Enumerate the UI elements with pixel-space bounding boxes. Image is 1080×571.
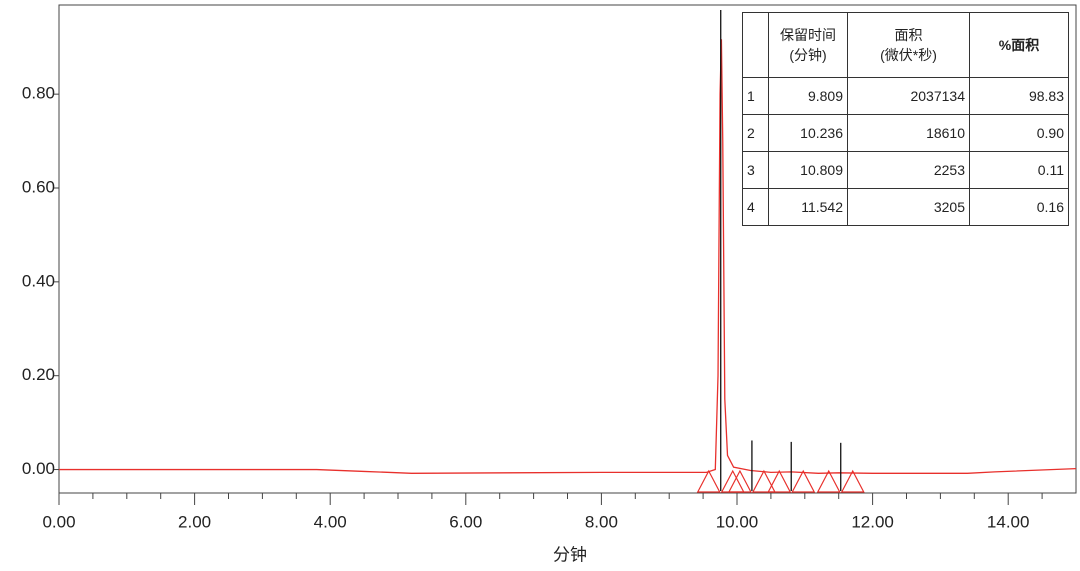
x-tick-label: 8.00 bbox=[585, 512, 618, 531]
header-cell bbox=[742, 12, 769, 78]
peak-boundary bbox=[720, 469, 745, 493]
x-tick-label: 4.00 bbox=[314, 512, 347, 531]
trace bbox=[59, 39, 1077, 474]
header-text: 面积 bbox=[894, 27, 923, 43]
header-cell: %面积 bbox=[969, 12, 1069, 78]
peak-boundary bbox=[791, 469, 816, 493]
y-tick-label: 0.20 bbox=[22, 365, 55, 384]
table-cell: 11.542 bbox=[768, 188, 848, 226]
peak-boundary bbox=[816, 469, 841, 493]
x-tick-label: 2.00 bbox=[178, 512, 211, 531]
peak-boundary bbox=[751, 469, 776, 493]
y-tick-label: 0.60 bbox=[22, 177, 55, 196]
table-cell: 10.809 bbox=[768, 151, 848, 189]
header-text: (分钟) bbox=[789, 47, 827, 63]
table-cell: 9.809 bbox=[768, 77, 848, 115]
x-tick-label: 10.00 bbox=[716, 512, 759, 531]
y-tick-label: 0.00 bbox=[22, 459, 55, 478]
table-cell: 2253 bbox=[847, 151, 970, 189]
table-cell: 3205 bbox=[847, 188, 970, 226]
table-cell: 4 bbox=[742, 188, 769, 226]
y-tick-label: 0.40 bbox=[22, 271, 55, 290]
x-tick-label: 14.00 bbox=[987, 512, 1030, 531]
table-cell: 3 bbox=[742, 151, 769, 189]
peak-boundary bbox=[727, 469, 752, 493]
table-cell: 0.16 bbox=[969, 188, 1069, 226]
table-cell: 0.11 bbox=[969, 151, 1069, 189]
header-text: %面积 bbox=[998, 37, 1040, 53]
header-cell: 面积 (微伏*秒) bbox=[847, 12, 970, 78]
table-cell: 2037134 bbox=[847, 77, 970, 115]
x-tick-label: 0.00 bbox=[42, 512, 75, 531]
peak-boundary bbox=[696, 469, 721, 493]
header-text: (微伏*秒) bbox=[880, 47, 937, 63]
table-cell: 10.236 bbox=[768, 114, 848, 152]
table-cell: 1 bbox=[742, 77, 769, 115]
table-cell: 2 bbox=[742, 114, 769, 152]
peak-boundary bbox=[840, 469, 865, 493]
peak-boundary bbox=[767, 469, 792, 493]
peak-table: 保留时间 (分钟) 面积 (微伏*秒) %面积 1 9.809 2037134 98.83… bbox=[742, 12, 1069, 226]
x-tick-label: 12.00 bbox=[851, 512, 894, 531]
y-tick-label: 0.80 bbox=[22, 84, 55, 103]
x-tick-label: 6.00 bbox=[449, 512, 482, 531]
x-axis-title: 分钟 bbox=[553, 545, 587, 564]
table-cell: 98.83 bbox=[969, 77, 1069, 115]
header-text: 保留时间 bbox=[780, 27, 836, 43]
table-cell: 0.90 bbox=[969, 114, 1069, 152]
table-cell: 18610 bbox=[847, 114, 970, 152]
header-cell: 保留时间 (分钟) bbox=[768, 12, 848, 78]
